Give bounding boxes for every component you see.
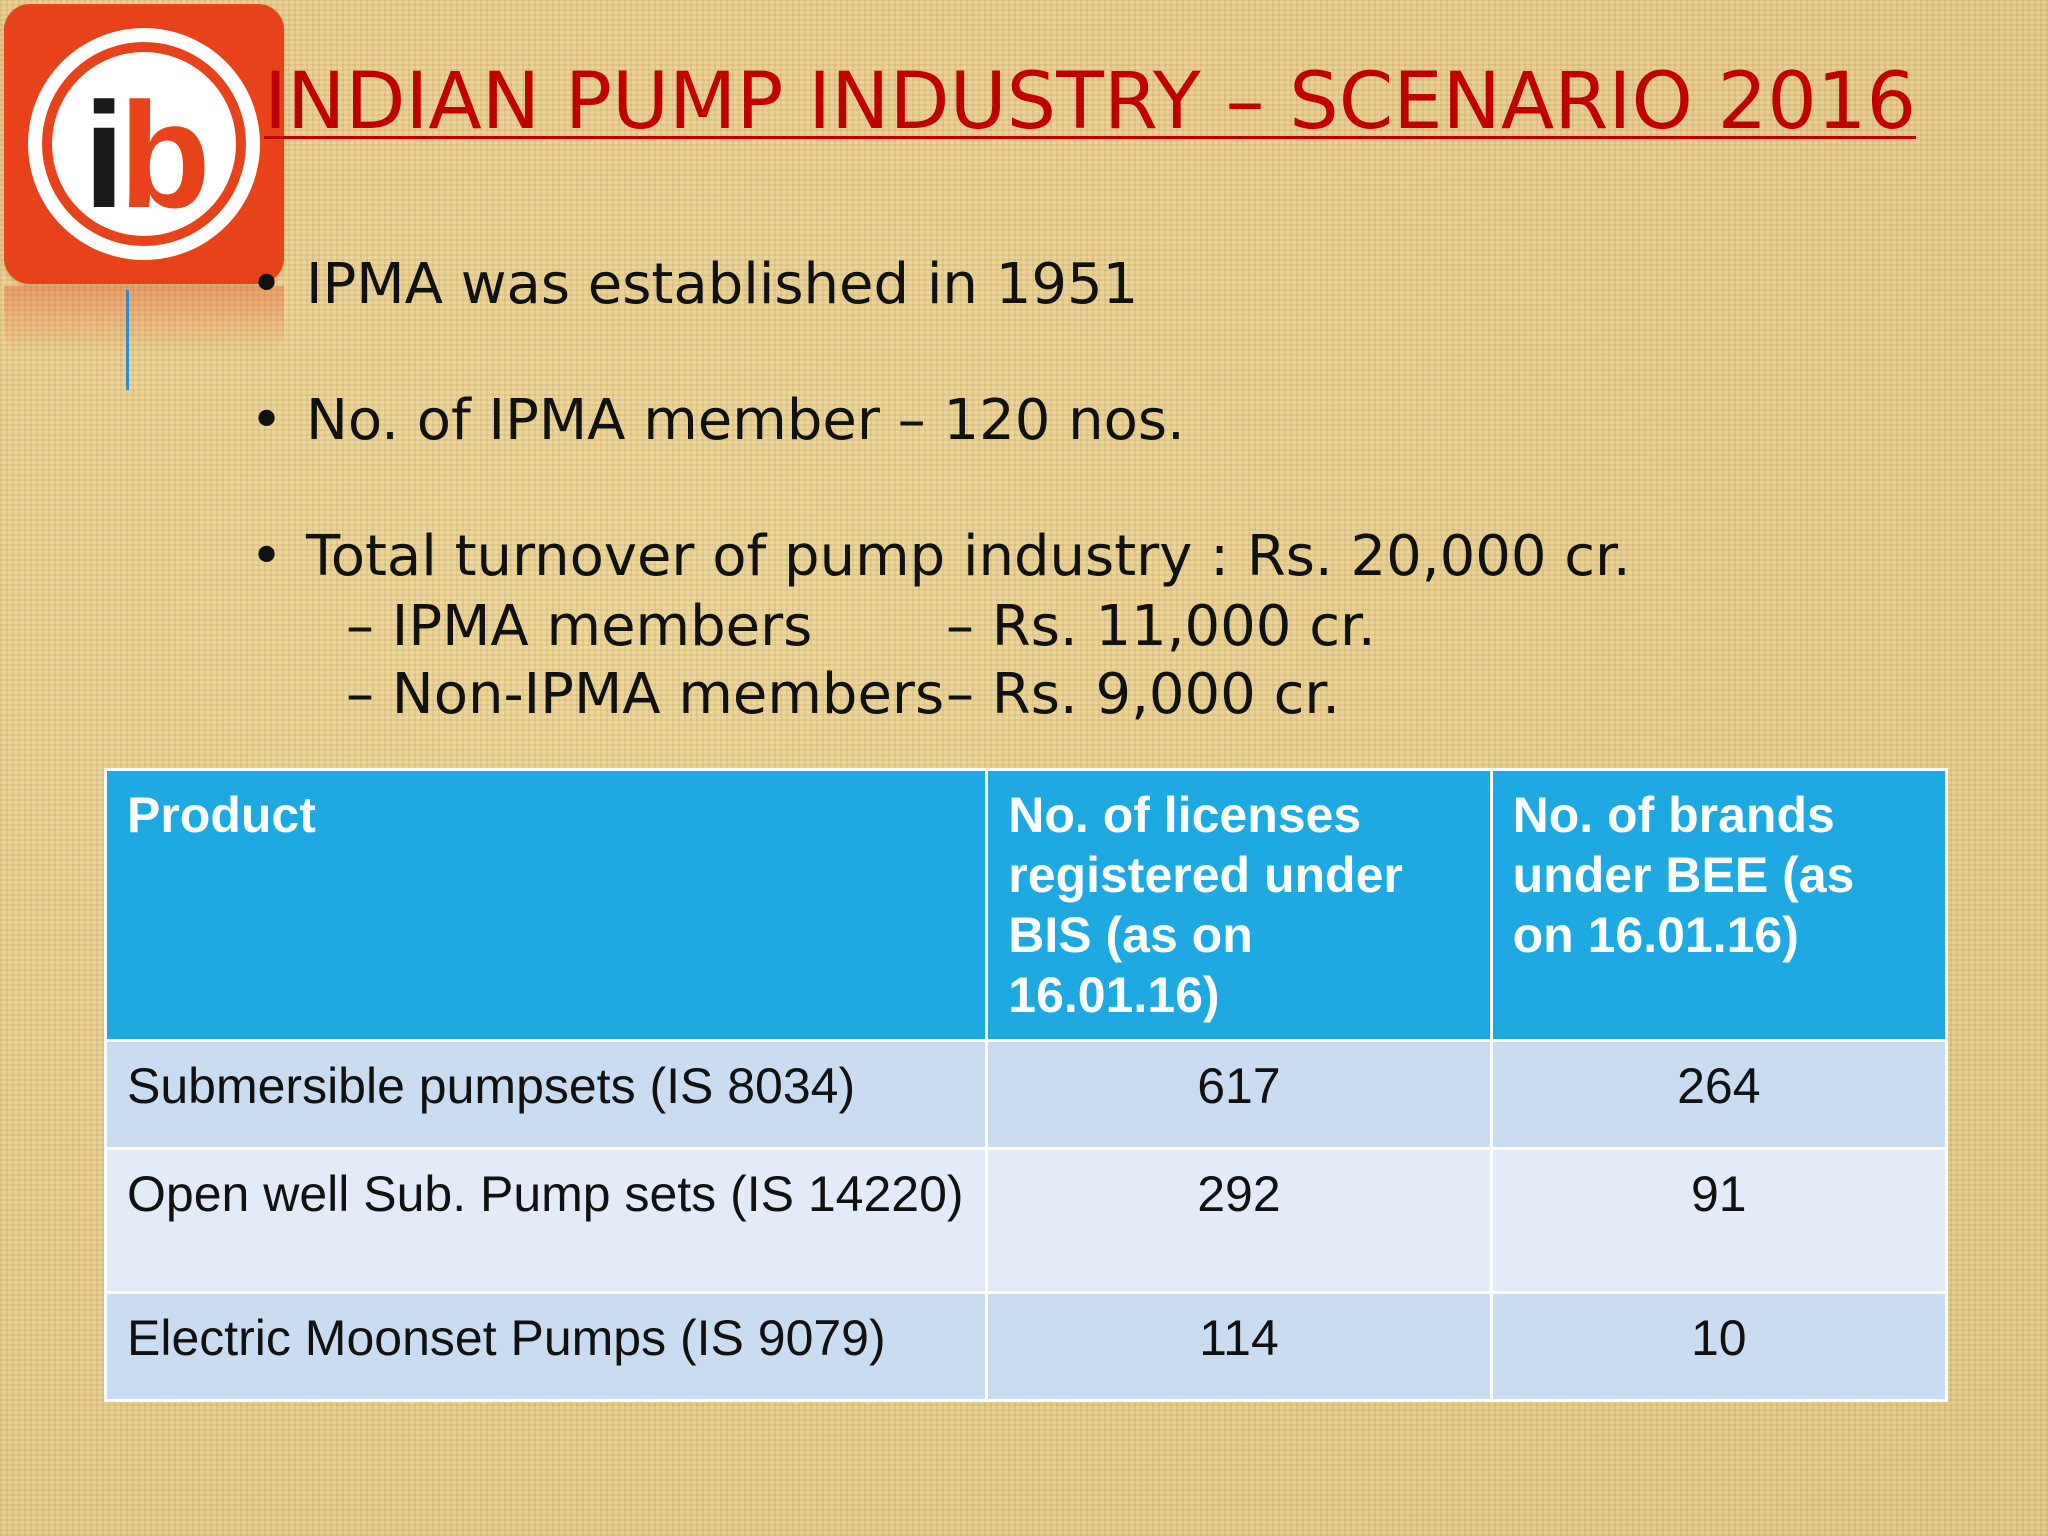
sub-bullet-item: – IPMA members – Rs. 11,000 cr. [346,592,1376,662]
sub-bullet-label: – IPMA members [346,594,813,659]
bullet-item: • IPMA was established in 1951 [250,250,1138,320]
ib-logo: ib [4,4,284,284]
cell-product: Submersible pumpsets (IS 8034) [103,1039,989,1150]
logo-reflection [4,286,284,356]
bullet-text: Total turnover of pump industry : Rs. 20… [306,524,1631,589]
bullet-item: • Total turnover of pump industry : Rs. 2… [250,522,1631,592]
logo-ring: ib [28,28,260,260]
pump-data-table: Product No. of licenses registered under… [103,768,1949,1402]
cell-brands: 264 [1489,1039,1949,1150]
header-licenses: No. of licenses registered under BIS (as… [985,768,1493,1042]
bullet-item: • No. of IPMA member – 120 nos. [250,386,1185,456]
bullet-icon: • [250,524,284,589]
logo-text: ib [52,80,236,230]
logo-letter-i: i [83,71,125,239]
cell-brands: 91 [1489,1147,1949,1294]
table-row: Open well Sub. Pump sets (IS 14220) 292 … [103,1147,1949,1294]
sub-bullet-value: – Rs. 11,000 cr. [946,594,1376,659]
header-product: Product [103,768,989,1042]
bullet-icon: • [250,388,284,453]
logo-ring-inner: ib [42,42,246,246]
cell-product: Open well Sub. Pump sets (IS 14220) [103,1147,989,1294]
bullet-text: No. of IPMA member – 120 nos. [306,388,1185,453]
bullet-icon: • [250,252,284,317]
sub-bullet-value: – Rs. 9,000 cr. [946,662,1341,727]
table-header-row: Product No. of licenses registered under… [103,768,1949,1042]
bullet-text: IPMA was established in 1951 [306,252,1139,317]
cell-brands: 10 [1489,1291,1949,1402]
cell-licenses: 617 [985,1039,1493,1150]
sub-bullet-label: – Non-IPMA members [346,662,945,727]
cell-licenses: 292 [985,1147,1493,1294]
cell-licenses: 114 [985,1291,1493,1402]
logo-letter-b: b [119,71,211,239]
cell-product: Electric Moonset Pumps (IS 9079) [103,1291,989,1402]
slide-title: INDIAN PUMP INDUSTRY – SCENARIO 2016 [264,57,1917,147]
table-row: Electric Moonset Pumps (IS 9079) 114 10 [103,1291,1949,1402]
table-row: Submersible pumpsets (IS 8034) 617 264 [103,1039,1949,1150]
header-brands: No. of brands under BEE (as on 16.01.16) [1489,768,1949,1042]
sub-bullet-item: – Non-IPMA members– Rs. 9,000 cr. [346,660,1340,730]
accent-line [126,290,129,390]
